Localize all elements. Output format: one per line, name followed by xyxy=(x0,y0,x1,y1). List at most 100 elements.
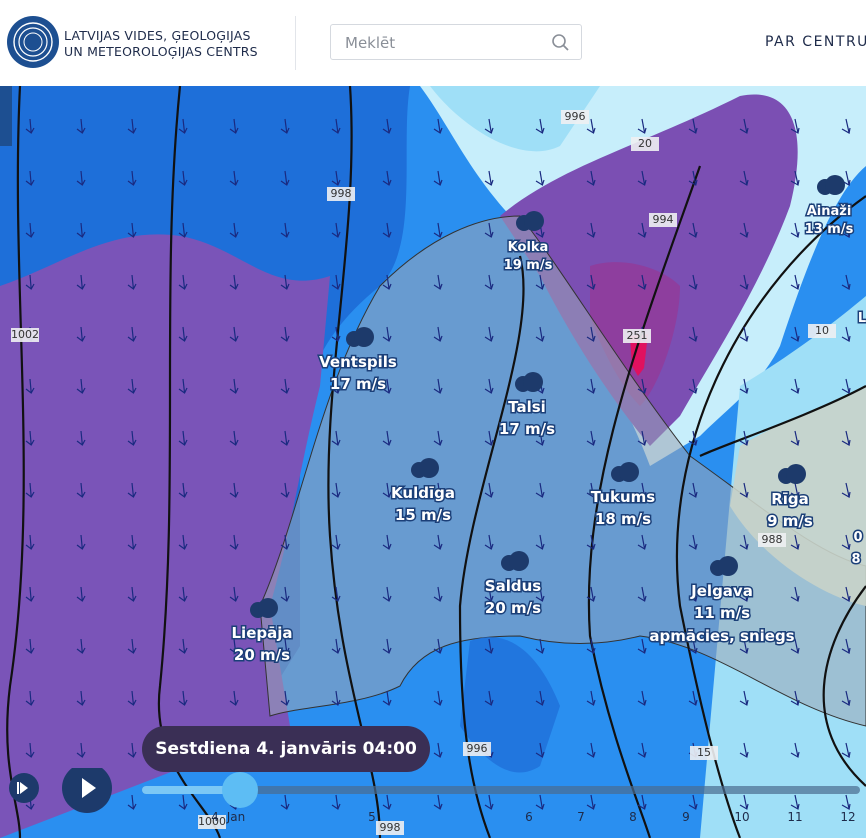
wind-arrow xyxy=(127,794,137,810)
wind-arrow xyxy=(586,274,596,290)
city-wind: 17 m/s xyxy=(499,420,555,438)
city-name: Ainaži xyxy=(807,204,852,219)
wind-arrow xyxy=(841,586,851,602)
wind-arrow xyxy=(25,534,35,550)
logo[interactable] xyxy=(6,14,62,70)
wind-arrow xyxy=(382,586,392,602)
city-name: Kuldīga xyxy=(391,484,455,502)
wind-arrow xyxy=(127,118,137,134)
weather-icon xyxy=(258,598,278,618)
city-name: Ventspils xyxy=(319,353,397,371)
wind-arrow xyxy=(688,586,698,602)
city-marker[interactable]: Ventspils 17 m/s xyxy=(318,327,398,395)
weather-icon xyxy=(786,464,806,484)
wind-arrow xyxy=(229,170,239,186)
wind-arrow xyxy=(178,794,188,810)
city-marker[interactable]: Tukums 18 m/s xyxy=(589,462,657,530)
wind-arrow xyxy=(433,690,443,706)
search-placeholder: Meklēt xyxy=(345,34,396,52)
weather-icon xyxy=(619,462,639,482)
isobar-label: 994 xyxy=(653,213,674,226)
slider-thumb[interactable] xyxy=(222,772,258,808)
city-wind: 18 m/s xyxy=(595,510,651,528)
wind-arrow xyxy=(382,118,392,134)
wind-arrow xyxy=(739,482,749,498)
wind-arrow xyxy=(280,482,290,498)
search-box[interactable]: Meklēt xyxy=(330,24,582,60)
city-marker[interactable]: Jelgava 11 m/s apmācies, sniegs xyxy=(648,556,796,647)
weather-icon xyxy=(523,372,543,392)
city-marker[interactable]: Liepāja 20 m/s xyxy=(230,598,294,666)
wind-arrow xyxy=(790,326,800,342)
wind-arrow xyxy=(229,534,239,550)
wind-arrow xyxy=(586,118,596,134)
wind-arrow xyxy=(841,794,851,810)
wind-arrow xyxy=(76,482,86,498)
slider-track[interactable] xyxy=(142,786,860,794)
wind-arrow xyxy=(841,274,851,290)
isobar-label-bg xyxy=(327,187,355,201)
time-month: Jan xyxy=(226,810,246,824)
wind-arrow xyxy=(535,794,545,810)
wind-arrow xyxy=(841,534,851,550)
city-marker[interactable]: Saldus 20 m/s xyxy=(483,551,543,619)
wind-arrow xyxy=(637,482,647,498)
wind-arrow xyxy=(76,170,86,186)
wind-arrow xyxy=(382,690,392,706)
wind-arrow xyxy=(331,794,341,810)
isobar-label-bg xyxy=(758,533,786,547)
wind-arrow xyxy=(76,430,86,446)
city-marker[interactable]: Ainaži 13 m/s xyxy=(803,175,855,239)
wind-arrow xyxy=(586,326,596,342)
wind-arrow xyxy=(280,274,290,290)
wind-arrow xyxy=(484,170,494,186)
isobar-label-bg xyxy=(631,137,659,151)
wind-arrow xyxy=(229,378,239,394)
wind-arrow xyxy=(586,170,596,186)
wind-arrow xyxy=(790,742,800,758)
wind-arrow xyxy=(433,274,443,290)
wind-arrow xyxy=(25,222,35,238)
wind-arrow xyxy=(739,690,749,706)
edge-label: 8 xyxy=(851,552,860,567)
weather-icon xyxy=(524,211,544,231)
wind-arrow xyxy=(535,430,545,446)
isobar-label: 998 xyxy=(331,187,352,200)
isobar-label: 988 xyxy=(762,533,783,546)
edge-label: 0 xyxy=(853,530,862,545)
wind-arrow xyxy=(280,586,290,602)
isobar-label: 15 xyxy=(697,746,711,759)
wind-arrow xyxy=(790,638,800,654)
wind-arrow xyxy=(178,534,188,550)
wind-arrow xyxy=(433,430,443,446)
side-tab[interactable] xyxy=(0,86,12,146)
wind-arrow xyxy=(382,638,392,654)
wind-arrow xyxy=(586,378,596,394)
city-marker[interactable]: Kuldīga 15 m/s xyxy=(390,458,456,526)
city-name: Saldus xyxy=(485,577,541,595)
wind-arrow xyxy=(688,430,698,446)
logo-text: LATVIJAS VIDES, ĢEOLOĢIJAS xyxy=(64,28,251,43)
wind-arrow xyxy=(178,482,188,498)
wind-arrow xyxy=(586,222,596,238)
city-marker[interactable]: Rīga 9 m/s xyxy=(766,464,814,532)
time-tick: 4 xyxy=(211,810,219,824)
wind-arrow xyxy=(739,534,749,550)
wind-arrow xyxy=(535,534,545,550)
wind-arrow xyxy=(382,430,392,446)
wind-arrow xyxy=(25,274,35,290)
city-name: Liepāja xyxy=(232,624,293,642)
city-marker[interactable]: Talsi 17 m/s xyxy=(497,372,557,440)
wind-arrow xyxy=(586,794,596,810)
weather-icon xyxy=(718,556,738,576)
timeline[interactable]: 4 5 6 7 8 9 10 11 12 Jan xyxy=(0,768,866,838)
nav-link[interactable]: PAR CENTRU xyxy=(765,34,866,50)
wind-arrow xyxy=(331,378,341,394)
city-marker[interactable]: Kolka 19 m/s xyxy=(502,211,554,275)
wind-arrow xyxy=(280,690,290,706)
search-icon[interactable] xyxy=(551,33,571,53)
map[interactable]: 996 20 994 998 1002 10 251 988 996 15 1000 998 L 0 8 Ko… xyxy=(0,86,866,838)
wind-arrow xyxy=(535,274,545,290)
wind-arrow xyxy=(688,378,698,394)
